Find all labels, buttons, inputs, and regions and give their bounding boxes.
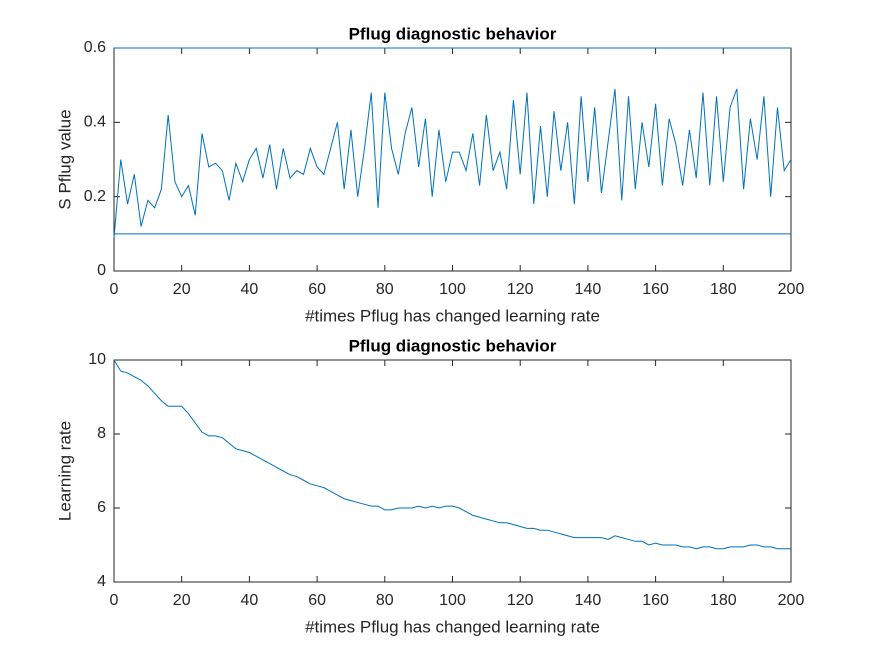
x-tick-label: 120 (507, 592, 534, 609)
y-tick-label: 0.4 (84, 114, 106, 131)
x-tick-label: 60 (308, 281, 326, 298)
y-tick-label: 0 (97, 262, 106, 279)
x-tick-label: 100 (439, 281, 466, 298)
x-tick-label: 140 (575, 281, 602, 298)
chart-title: Pflug diagnostic behavior (349, 336, 557, 355)
y-tick-label: 10 (88, 351, 106, 368)
x-tick-label: 60 (308, 592, 326, 609)
axes-box (113, 359, 792, 583)
y-tick-label: 6 (97, 499, 106, 516)
x-axis-label: #times Pflug has changed learning rate (305, 617, 600, 636)
x-tick-label: 200 (778, 281, 805, 298)
x-tick-label: 120 (507, 281, 534, 298)
y-tick-label: 8 (97, 425, 106, 442)
x-tick-label: 160 (642, 592, 669, 609)
x-tick-label: 0 (110, 592, 119, 609)
x-tick-label: 180 (710, 281, 737, 298)
x-tick-label: 140 (575, 592, 602, 609)
y-tick-label: 0.2 (84, 188, 106, 205)
x-tick-label: 80 (376, 281, 394, 298)
x-tick-label: 160 (642, 281, 669, 298)
x-tick-label: 40 (241, 592, 259, 609)
x-tick-label: 20 (173, 592, 191, 609)
x-tick-label: 0 (110, 281, 119, 298)
data-line (113, 359, 791, 550)
y-tick-label: 4 (97, 573, 106, 590)
y-tick-label: 0.6 (84, 39, 106, 56)
x-axis-label: #times Pflug has changed learning rate (305, 306, 600, 325)
y-axis-label: Learning rate (55, 421, 74, 521)
x-tick-label: 180 (710, 592, 737, 609)
axes-box (113, 47, 792, 272)
x-tick-label: 200 (778, 592, 805, 609)
chart-title: Pflug diagnostic behavior (349, 24, 557, 43)
data-line (113, 88, 792, 238)
x-tick-label: 80 (376, 592, 394, 609)
x-tick-label: 40 (241, 281, 259, 298)
x-tick-label: 100 (439, 592, 466, 609)
y-axis-label: S Pflug value (55, 109, 74, 209)
x-tick-label: 20 (173, 281, 191, 298)
